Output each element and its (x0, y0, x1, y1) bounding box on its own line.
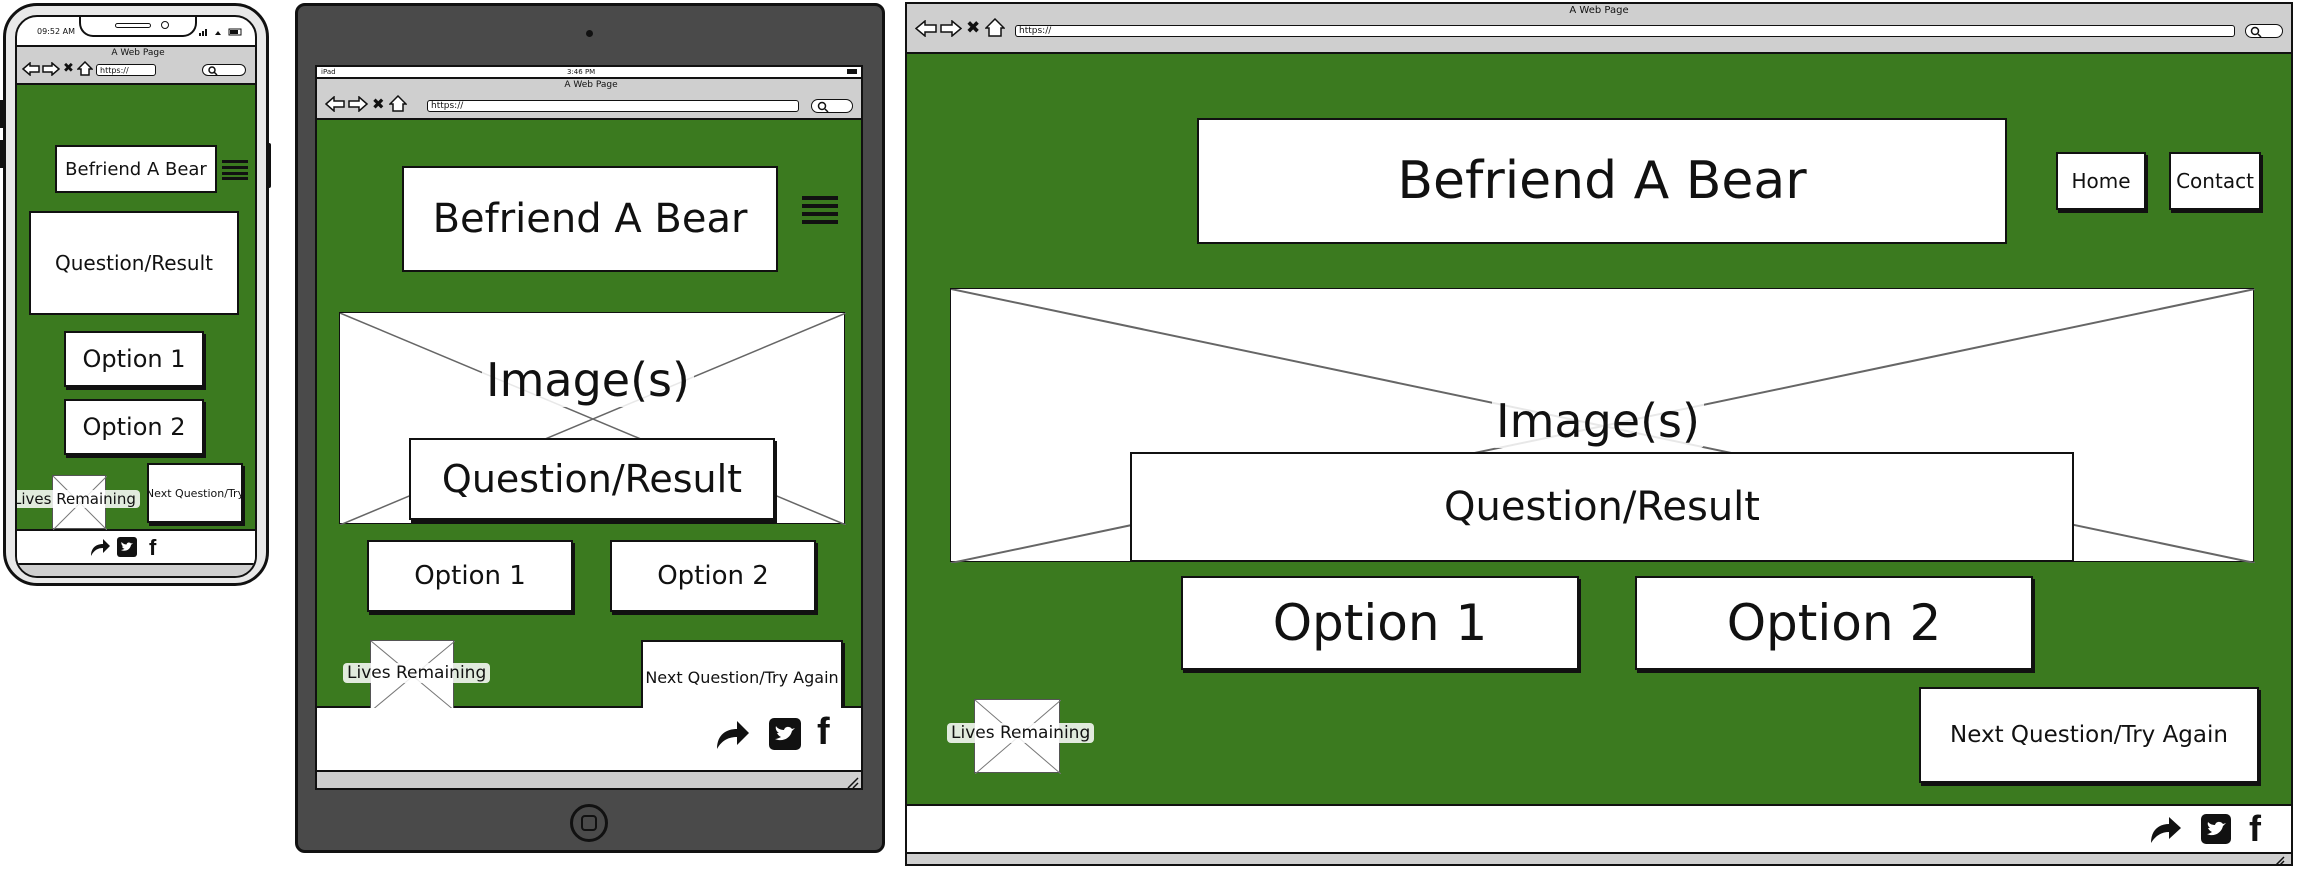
resize-grip-icon (245, 568, 255, 576)
desktop-page-content: Befriend A Bear Home Contact Image(s) Qu… (907, 54, 2291, 806)
desktop-option-1[interactable]: Option 1 (1181, 576, 1579, 670)
tablet-next-button[interactable]: Next Question/Try Again (641, 640, 843, 714)
phone-url-field[interactable]: https:// (96, 64, 156, 76)
stop-icon[interactable]: ✖ (63, 61, 74, 76)
back-arrow-icon[interactable] (915, 20, 937, 37)
phone-footer: f (17, 531, 255, 563)
phone-time: 09:52 AM (37, 27, 75, 36)
phone-question-result: Question/Result (29, 211, 239, 315)
tablet-option-2[interactable]: Option 2 (610, 540, 816, 612)
phone-speaker (115, 23, 151, 28)
tablet-url-field[interactable]: https:// (427, 100, 799, 112)
desktop-image-label: Image(s) (1492, 394, 1704, 448)
home-icon[interactable] (985, 18, 1005, 37)
share-icon[interactable] (715, 718, 751, 750)
forward-arrow-icon[interactable] (348, 96, 368, 112)
home-button-icon[interactable] (570, 804, 608, 842)
phone-option-2[interactable]: Option 2 (64, 399, 204, 455)
stop-icon[interactable]: ✖ (966, 18, 981, 38)
tablet-page-content: Befriend A Bear Image(s) Question/Result… (317, 120, 861, 714)
resize-grip-icon (847, 777, 859, 788)
phone-camera (161, 21, 169, 29)
phone-notch (79, 17, 197, 37)
phone-volume-button (0, 140, 4, 168)
desktop-url-field[interactable]: https:// (1015, 25, 2235, 37)
search-icon[interactable] (2245, 24, 2283, 38)
desktop-option-2[interactable]: Option 2 (1635, 576, 2033, 670)
twitter-icon[interactable] (117, 537, 137, 557)
desktop-next-button[interactable]: Next Question/Try Again (1919, 687, 2259, 783)
hamburger-menu-icon[interactable] (802, 196, 838, 226)
home-icon[interactable] (77, 61, 93, 76)
twitter-icon[interactable] (769, 718, 801, 750)
phone-status-bar-bottom (17, 563, 255, 576)
resize-grip-icon (2274, 856, 2285, 864)
phone-side-button (266, 143, 271, 188)
desktop-question-result: Question/Result (1130, 452, 2074, 562)
tablet-option-1[interactable]: Option 1 (367, 540, 573, 612)
tablet-lives-remaining: Lives Remaining (343, 663, 491, 683)
tablet-site-title: Befriend A Bear (402, 166, 778, 272)
phone-volume-button (0, 100, 4, 128)
tablet-camera (586, 30, 593, 37)
phone-site-title: Befriend A Bear (55, 145, 217, 193)
tablet-footer: f (317, 708, 861, 770)
nav-contact-link[interactable]: Contact (2169, 152, 2261, 210)
phone-option-1[interactable]: Option 1 (64, 331, 204, 387)
desktop-site-title: Befriend A Bear (1197, 118, 2007, 244)
desktop-browser-chrome: A Web Page ✖ https:// (907, 4, 2291, 54)
facebook-icon[interactable]: f (817, 711, 830, 753)
tablet-status-bar-bottom (317, 770, 861, 788)
tablet-screen: iPad 3:46 PM A Web Page ✖ https:// Befri… (315, 65, 863, 790)
phone-screen: 09:52 AM A Web Page ✖ https:// Befriend … (15, 15, 257, 578)
desktop-browser-window: A Web Page ✖ https:// Befriend A Bear Ho… (905, 2, 2293, 866)
hamburger-menu-icon[interactable] (222, 160, 248, 180)
tablet-time: 3:46 PM (567, 68, 596, 76)
desktop-status-bar (907, 852, 2291, 864)
desktop-page-title: A Web Page (1569, 5, 1629, 16)
tablet-page-title: A Web Page (564, 80, 618, 90)
phone-status-icons (197, 27, 247, 37)
phone-lives-remaining: Lives Remaining (17, 490, 140, 508)
back-arrow-icon[interactable] (325, 96, 345, 112)
stop-icon[interactable]: ✖ (372, 95, 385, 113)
phone-page-title: A Web Page (111, 48, 165, 58)
share-icon[interactable] (2149, 814, 2183, 844)
tablet-image-label: Image(s) (482, 353, 694, 407)
search-icon[interactable] (202, 64, 246, 76)
phone-page-content: Befriend A Bear Question/Result Option 1… (17, 85, 255, 531)
nav-home-link[interactable]: Home (2056, 152, 2146, 210)
phone-next-button[interactable]: Next Question/Try (147, 463, 243, 523)
tablet-question-result: Question/Result (409, 438, 775, 520)
desktop-lives-remaining: Lives Remaining (947, 723, 1095, 743)
back-arrow-icon[interactable] (22, 62, 40, 76)
phone-browser-chrome: A Web Page ✖ https:// (17, 45, 255, 85)
home-icon[interactable] (389, 95, 407, 112)
facebook-icon[interactable]: f (2249, 808, 2261, 849)
desktop-footer: f (907, 806, 2291, 852)
facebook-icon[interactable]: f (149, 535, 157, 560)
forward-arrow-icon[interactable] (940, 20, 962, 37)
search-icon[interactable] (811, 99, 853, 113)
tablet-device-label: iPad (321, 68, 336, 76)
share-icon[interactable] (89, 537, 111, 557)
forward-arrow-icon[interactable] (42, 62, 60, 76)
tablet-browser-chrome: A Web Page ✖ https:// (317, 77, 861, 120)
twitter-icon[interactable] (2201, 814, 2231, 844)
tablet-battery (847, 69, 857, 74)
